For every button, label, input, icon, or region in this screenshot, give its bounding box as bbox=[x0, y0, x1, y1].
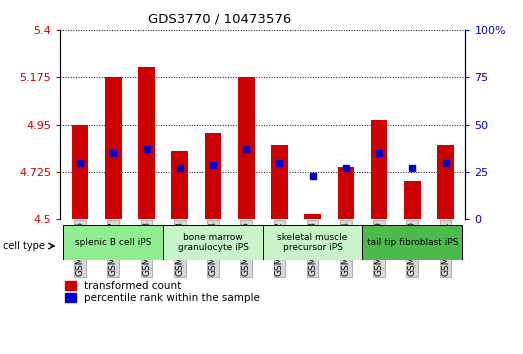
Bar bbox=[72, 125, 88, 219]
Text: skeletal muscle
precursor iPS: skeletal muscle precursor iPS bbox=[278, 233, 348, 252]
Bar bbox=[371, 120, 388, 219]
Bar bbox=[362, 225, 462, 260]
Bar bbox=[63, 225, 163, 260]
Bar bbox=[105, 78, 122, 219]
Bar bbox=[172, 151, 188, 219]
Bar bbox=[138, 67, 155, 219]
Bar bbox=[271, 145, 288, 219]
Bar bbox=[204, 133, 221, 219]
Bar bbox=[437, 145, 454, 219]
Text: bone marrow
granulocyte iPS: bone marrow granulocyte iPS bbox=[177, 233, 248, 252]
Bar bbox=[238, 78, 255, 219]
Bar bbox=[304, 214, 321, 219]
Text: splenic B cell iPS: splenic B cell iPS bbox=[75, 238, 152, 247]
Text: GDS3770 / 10473576: GDS3770 / 10473576 bbox=[148, 12, 291, 25]
Bar bbox=[163, 225, 263, 260]
Bar bbox=[263, 225, 362, 260]
Bar bbox=[337, 167, 354, 219]
Text: tail tip fibroblast iPS: tail tip fibroblast iPS bbox=[367, 238, 458, 247]
Legend: transformed count, percentile rank within the sample: transformed count, percentile rank withi… bbox=[65, 281, 260, 303]
Bar bbox=[404, 181, 420, 219]
Text: cell type: cell type bbox=[3, 241, 44, 251]
